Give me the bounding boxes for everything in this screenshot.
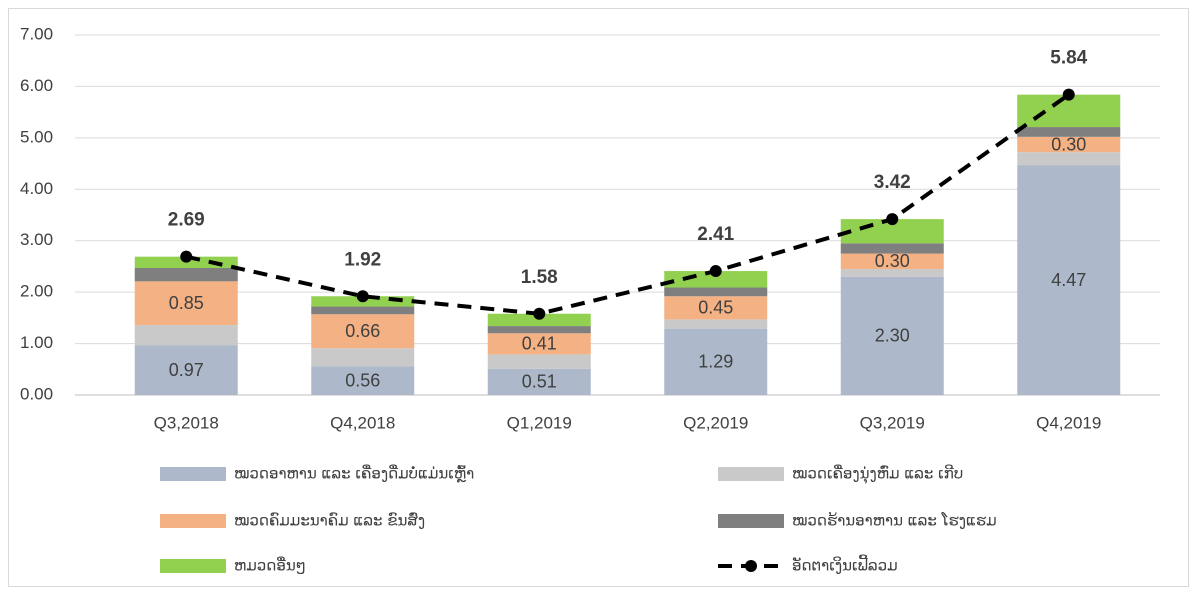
x-tick-label: Q1,2019 <box>507 413 572 432</box>
legend-swatch <box>718 514 784 528</box>
bar-segment <box>311 306 415 315</box>
bar-segment <box>1017 152 1121 166</box>
data-label: 2.30 <box>875 326 910 346</box>
bar-segment <box>311 314 415 349</box>
line-point <box>1062 88 1075 101</box>
data-label: 1.92 <box>344 249 381 270</box>
bar-segment <box>664 296 768 320</box>
bar-segment <box>487 333 591 355</box>
data-label: 0.56 <box>345 370 380 390</box>
bar-segment <box>1017 165 1121 395</box>
legend-swatch-point <box>745 560 757 572</box>
x-tick-label: Q4,2018 <box>330 413 395 432</box>
data-label: 5.84 <box>1050 48 1087 69</box>
data-label: 0.45 <box>698 298 733 318</box>
y-tick-label: 1.00 <box>20 333 53 352</box>
legend-swatch <box>160 467 226 481</box>
y-tick-label: 6.00 <box>20 76 53 95</box>
line-point <box>533 307 546 320</box>
legend-swatch <box>160 514 226 528</box>
bar-segment <box>311 366 415 395</box>
legend-label: ຫມວດອື່ນໆ <box>234 555 306 574</box>
data-label: 0.97 <box>169 360 204 380</box>
legend-swatch <box>160 559 226 573</box>
legend-label: ໝວດເຄື່ອງນຸ່ງຫົ່ມ ແລະ ເກີບ <box>792 463 963 484</box>
legend-label: ໝວດຄົມມະນາຄົມ ແລະ ຂົນສົ່ງ <box>234 510 425 529</box>
bar-segment <box>487 368 591 395</box>
x-tick-label: Q4,2019 <box>1036 413 1101 432</box>
bar-segment <box>134 281 238 326</box>
line-point <box>709 265 722 278</box>
bar-segment <box>664 319 768 329</box>
line-point <box>886 213 899 226</box>
bar-segment <box>487 313 591 327</box>
legend-swatch <box>718 467 784 481</box>
data-label: 0.30 <box>1051 134 1086 154</box>
bar-segment <box>840 243 944 254</box>
bar-segment <box>134 267 238 282</box>
bar-segment <box>840 276 944 395</box>
y-tick-label: 4.00 <box>20 179 53 198</box>
x-tick-label: Q3,2019 <box>860 413 925 432</box>
line-series <box>185 93 1070 316</box>
y-tick-label: 7.00 <box>20 24 53 43</box>
data-label: 2.69 <box>168 210 205 231</box>
bar-segment <box>664 287 768 297</box>
bar-segment <box>134 345 238 395</box>
data-label: 1.58 <box>521 267 558 288</box>
data-label: 0.51 <box>522 372 557 392</box>
bar-segment <box>487 326 591 334</box>
bar-segment <box>487 354 591 369</box>
data-label: 2.41 <box>697 224 734 245</box>
bar-segment <box>134 325 238 346</box>
x-tick-label: Q3,2018 <box>154 413 219 432</box>
data-label: 0.41 <box>522 334 557 354</box>
x-tick-label: Q2,2019 <box>683 413 748 432</box>
legend-label: ໝວດຮ້ານອາຫານ ແລະ ໂຮງແຮມ <box>792 510 997 529</box>
y-tick-label: 5.00 <box>20 127 53 146</box>
bar-segment <box>311 348 415 367</box>
bar-segment <box>840 269 944 277</box>
data-label: 3.42 <box>874 172 911 193</box>
y-tick-label: 2.00 <box>20 282 53 301</box>
y-tick-label: 0.00 <box>20 384 53 403</box>
data-label: 0.66 <box>345 321 380 341</box>
bar-segment <box>840 253 944 269</box>
bar-segment <box>664 271 768 288</box>
data-label: 0.85 <box>169 293 204 313</box>
data-label: 0.30 <box>875 251 910 271</box>
legend-label: ອັດຕາເງິນເຟີ້ລວມ <box>792 553 898 574</box>
data-label: 4.47 <box>1051 270 1086 290</box>
legend-label: ໝວດອາຫານ ແລະ ເຄື່ອງດື່ມບໍ່ແມ່ນເຫຼົ້າ <box>234 463 474 482</box>
bar-segment <box>1017 136 1121 153</box>
line-point <box>356 290 369 303</box>
data-label: 1.29 <box>698 352 733 372</box>
bar-segment <box>664 328 768 395</box>
bar-segment <box>1017 127 1121 137</box>
y-tick-label: 3.00 <box>20 230 53 249</box>
line-point <box>180 250 193 263</box>
